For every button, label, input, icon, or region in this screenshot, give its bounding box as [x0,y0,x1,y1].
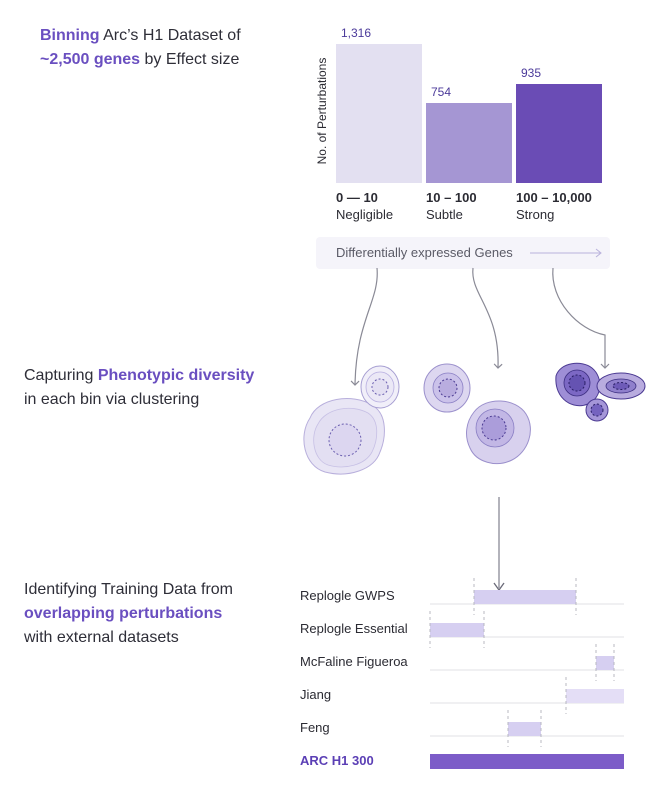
category-range-label: 100 – 10,000 [516,190,592,205]
arrow-to-subtle-clusters [472,267,503,369]
bar-negligible [336,44,422,183]
overlap-segment-feng [508,722,541,736]
bar-subtle [426,103,512,183]
strong-cell-cluster-large [555,362,601,407]
external-datasets-text: with external datasets [24,629,179,646]
arc-h1-300-full-bar [430,754,624,769]
binning-highlight: Binning [40,27,100,44]
effect-size-text: by Effect size [140,51,240,68]
x-axis-arrow-head [595,248,602,258]
overlap-segment-replogle-gwps [474,590,576,604]
bar-value-label: 1,316 [341,26,372,40]
category-range-label: 10 – 100 [426,190,477,205]
phenotypic-diversity-highlight: Phenotypic diversity [97,367,255,384]
negligible-cell-cluster-small [360,365,400,409]
strong-cell-cluster-oval [596,372,646,400]
overlap-segment-replogle-essential [430,623,484,637]
dataset-overlap-tracks [429,578,624,769]
category-name-label: Subtle [426,207,463,222]
overlap-segment-jiang [566,689,624,703]
strong-cell-cluster-small [585,398,609,422]
category-name-label: Strong [516,207,555,222]
capturing-text: Capturing [24,367,98,384]
bar-value-label: 935 [521,66,542,80]
dataset-label-replogle-gwps: Replogle GWPS [300,588,395,603]
training-data-caption: Identifying Training Data from overlappi… [24,578,233,650]
dataset-label-jiang: Jiang [300,687,332,702]
arrow-to-strong-clusters [552,267,610,369]
clustering-caption: Capturing Phenotypic diversity in each b… [24,364,254,412]
arrow-to-negligible-clusters [350,267,378,386]
subtle-cell-cluster-lower [466,400,531,464]
binning-text: Arc’s H1 Dataset of [99,27,241,44]
category-name-label: Negligible [336,207,394,222]
overlap-segment-mcfaline-figueroa [596,656,614,670]
bin-clustering-text: in each bin via clustering [24,391,200,408]
dataset-label-mcfaline-figueroa: McFaline Figueroa [300,654,408,669]
x-axis-label: Differentially expressed Genes [336,245,513,260]
category-range-label: 0 — 10 [336,190,378,205]
dataset-label-arc-h1-300: ARC H1 300 [300,753,374,768]
negligible-cell-cluster-large [303,398,385,475]
bar-strong [516,84,602,183]
subtle-cell-cluster-upper [423,363,471,413]
dataset-label-feng: Feng [300,720,330,735]
dataset-label-replogle-essential: Replogle Essential [300,621,408,636]
overlap-highlight: overlapping perturbations [24,605,223,622]
binning-caption: Binning Arc’s H1 Dataset of ~2,500 genes… [40,24,241,72]
bar-value-label: 754 [431,85,452,99]
identifying-text: Identifying Training Data from [24,581,233,598]
genes-count-highlight: ~2,500 genes [40,51,141,68]
